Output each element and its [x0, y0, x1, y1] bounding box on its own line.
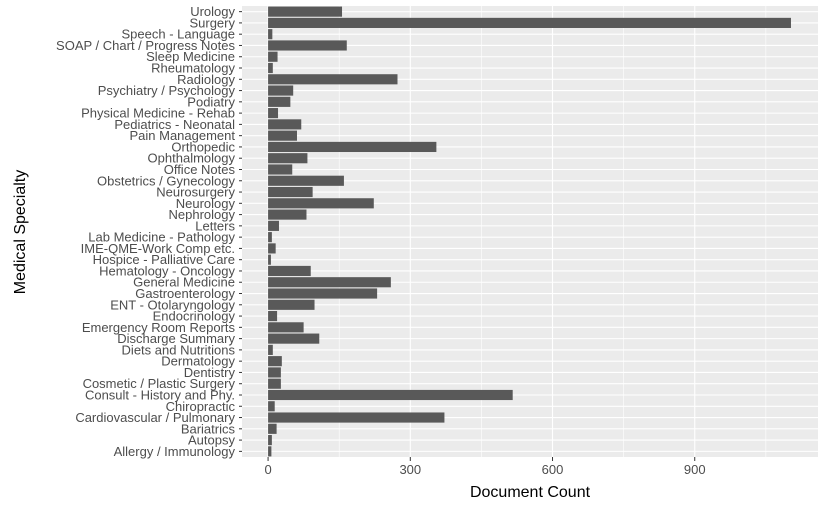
category-label: Psychiatry / Psychology: [98, 83, 236, 98]
bar: [268, 333, 320, 344]
category-label: Autopsy: [188, 433, 235, 448]
category-label: Radiology: [177, 72, 235, 87]
bar: [268, 108, 279, 119]
bar: [268, 344, 273, 355]
category-label: Chiropractic: [166, 399, 236, 414]
bar: [268, 288, 378, 299]
bar: [268, 220, 279, 231]
bar: [268, 40, 347, 51]
bar: [268, 322, 304, 333]
bar: [268, 130, 297, 141]
bar: [268, 389, 513, 401]
bars: [268, 6, 791, 457]
bar: [268, 401, 275, 412]
category-label: Gastroenterology: [135, 286, 235, 301]
bar: [268, 356, 282, 367]
category-label: Cosmetic / Plastic Surgery: [83, 376, 236, 391]
category-label: Hematology - Oncology: [99, 263, 235, 278]
category-label: Endocrinology: [153, 309, 236, 324]
bar: [268, 232, 272, 243]
category-label: Dermatology: [161, 354, 235, 369]
bar: [268, 198, 374, 209]
bar: [268, 17, 791, 28]
category-label: Discharge Summary: [117, 331, 235, 346]
category-label: Surgery: [189, 15, 235, 30]
category-label: Pediatrics - Neonatal: [114, 117, 235, 132]
category-label: Neurosurgery: [156, 185, 235, 200]
category-label: Urology: [190, 4, 235, 19]
category-label: General Medicine: [133, 275, 235, 290]
x-tick-label: 300: [399, 462, 421, 477]
category-label: IME-QME-Work Comp etc.: [81, 241, 235, 256]
x-tick-label: 600: [542, 462, 564, 477]
category-label: Speech - Language: [122, 27, 235, 42]
bar: [268, 423, 277, 434]
bar: [268, 435, 272, 446]
x-ticks: 0 300 600 900: [264, 457, 706, 477]
bar: [268, 265, 311, 277]
category-label: Office Notes: [164, 162, 236, 177]
bar: [268, 299, 315, 310]
category-label: Emergency Room Reports: [82, 320, 236, 335]
bar: [268, 277, 391, 288]
bar: [268, 310, 278, 322]
plot-panel: [242, 6, 818, 457]
category-label: Orthopedic: [171, 139, 235, 154]
bar: [268, 62, 273, 74]
category-label: Rheumatology: [151, 61, 235, 76]
bar: [268, 51, 278, 62]
bar: [268, 119, 302, 130]
category-label: Neurology: [176, 196, 236, 211]
bar: [268, 29, 273, 40]
category-label: Diets and Nutritions: [122, 342, 236, 357]
category-label: Sleep Medicine: [146, 49, 235, 64]
x-axis-title: Document Count: [470, 484, 591, 501]
x-tick-label: 900: [684, 462, 706, 477]
category-label: Cardiovascular / Pulmonary: [75, 410, 235, 425]
x-tick-label: 0: [264, 462, 271, 477]
category-label: Hospice - Palliative Care: [93, 252, 235, 267]
bar: [268, 153, 308, 164]
bar: [268, 209, 307, 220]
category-label: Ophthalmology: [148, 151, 236, 166]
category-label: Letters: [195, 218, 235, 233]
category-label: Allergy / Immunology: [114, 444, 236, 459]
category-label: SOAP / Chart / Progress Notes: [56, 38, 235, 53]
category-label: Pain Management: [129, 128, 235, 143]
bar: [268, 85, 294, 96]
bar: [268, 164, 293, 175]
bar: [268, 412, 445, 423]
bar: [268, 96, 291, 107]
bar: [268, 141, 437, 153]
category-label: Physical Medicine - Rehab: [81, 106, 235, 121]
bar: [268, 243, 276, 254]
category-label: Consult - History and Phy.: [85, 387, 235, 402]
bar: [268, 446, 272, 457]
category-label: Bariatrics: [181, 421, 236, 436]
bar: [268, 367, 281, 378]
bar: [268, 186, 313, 198]
y-axis-title: Medical Specialty: [12, 170, 29, 295]
category-label: Obstetrics / Gynecology: [97, 173, 235, 188]
bar: [268, 254, 271, 265]
category-label: Dentistry: [184, 365, 236, 380]
bar: [268, 6, 343, 17]
category-label: ENT - Otolaryngology: [110, 297, 235, 312]
category-labels: Allergy / ImmunologyAutopsyBariatricsCar…: [56, 4, 235, 459]
category-label: Nephrology: [169, 207, 236, 222]
bar: [268, 175, 344, 186]
category-ticks: [239, 11, 242, 452]
category-label: Podiatry: [187, 94, 235, 109]
bar: [268, 74, 398, 85]
bar: [268, 378, 281, 389]
category-label: Lab Medicine - Pathology: [88, 230, 235, 245]
